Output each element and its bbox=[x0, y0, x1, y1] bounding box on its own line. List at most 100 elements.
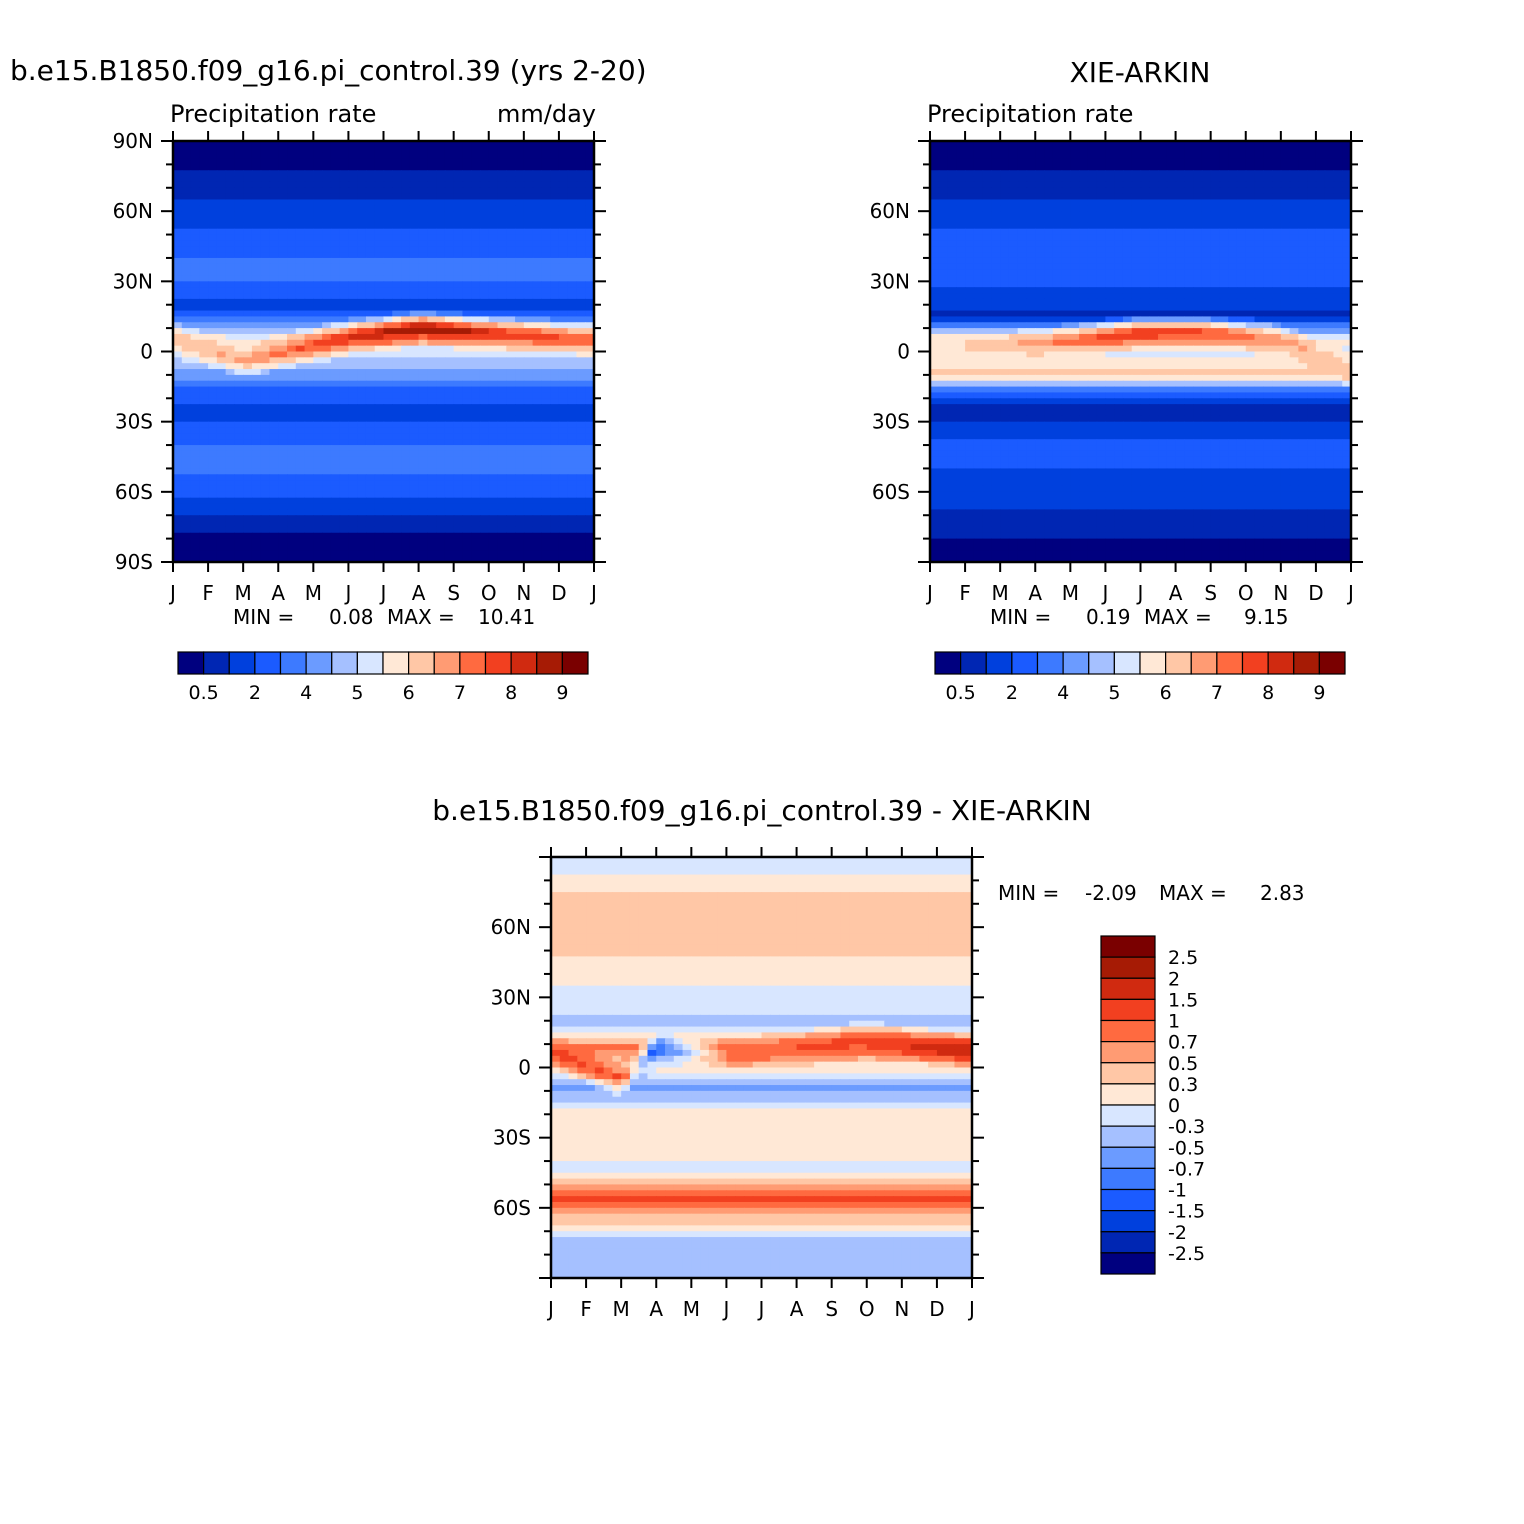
field-cell bbox=[322, 363, 332, 370]
field-cell bbox=[488, 275, 499, 282]
field-cell bbox=[260, 293, 271, 300]
field-cell bbox=[216, 509, 227, 516]
field-cell bbox=[234, 333, 244, 341]
field-cell bbox=[357, 181, 367, 189]
field-cell bbox=[550, 450, 560, 458]
field-cell bbox=[1166, 205, 1177, 212]
field-cell bbox=[322, 544, 332, 551]
field-cell bbox=[339, 176, 350, 183]
field-cell bbox=[479, 176, 490, 183]
field-cell bbox=[1087, 146, 1098, 154]
field-cell bbox=[401, 170, 411, 177]
field-cell bbox=[216, 456, 227, 464]
field-cell bbox=[515, 503, 525, 510]
field-cell bbox=[357, 281, 367, 288]
field-cell bbox=[1122, 193, 1133, 201]
field-cell bbox=[541, 456, 551, 464]
field-cell bbox=[1000, 228, 1010, 236]
field-cell bbox=[471, 363, 481, 370]
field-cell bbox=[567, 293, 578, 300]
field-cell bbox=[947, 287, 957, 294]
field-cell bbox=[515, 398, 525, 405]
field-cell bbox=[930, 211, 940, 218]
field-cell bbox=[436, 480, 446, 487]
field-cell bbox=[506, 474, 516, 481]
field-cell bbox=[365, 211, 376, 218]
field-cell bbox=[339, 521, 350, 528]
field-cell bbox=[488, 357, 499, 364]
field-cell bbox=[1017, 152, 1028, 160]
field-cell bbox=[409, 374, 420, 382]
field-cell bbox=[339, 550, 350, 557]
field-cell bbox=[973, 287, 984, 294]
field-cell bbox=[550, 433, 560, 440]
field-cell bbox=[1114, 187, 1124, 195]
field-cell bbox=[427, 246, 437, 253]
field-cell bbox=[1333, 146, 1343, 154]
field-cell bbox=[287, 234, 297, 242]
field-cell bbox=[956, 193, 966, 201]
field-cell bbox=[1254, 257, 1264, 265]
field-cell bbox=[208, 544, 218, 551]
field-cell bbox=[234, 509, 244, 516]
field-cell bbox=[444, 339, 455, 347]
field-cell bbox=[234, 404, 244, 411]
field-cell bbox=[523, 246, 534, 253]
field-cell bbox=[287, 141, 297, 148]
field-cell bbox=[1280, 193, 1291, 201]
field-cell bbox=[392, 339, 402, 347]
field-cell bbox=[1105, 205, 1115, 212]
field-cell bbox=[947, 246, 957, 253]
field-cell bbox=[260, 345, 271, 353]
field-cell bbox=[409, 217, 420, 224]
field-cell bbox=[576, 462, 586, 470]
field-cell bbox=[216, 556, 227, 562]
field-cell bbox=[269, 269, 279, 277]
field-cell bbox=[1122, 205, 1133, 212]
field-cell bbox=[541, 158, 551, 165]
field-cell bbox=[1201, 234, 1212, 242]
field-cell bbox=[225, 456, 235, 464]
field-cell bbox=[173, 298, 183, 306]
field-cell bbox=[243, 380, 253, 388]
field-cell bbox=[982, 146, 992, 154]
field-cell bbox=[991, 187, 1001, 195]
field-cell bbox=[506, 199, 516, 206]
field-cell bbox=[1044, 310, 1054, 318]
field-cell bbox=[1175, 252, 1185, 259]
field-cell bbox=[956, 158, 966, 165]
field-cell bbox=[269, 392, 279, 399]
field-cell bbox=[278, 257, 288, 265]
field-cell bbox=[1079, 310, 1089, 318]
field-cell bbox=[1140, 281, 1150, 288]
field-cell bbox=[383, 497, 393, 505]
field-cell bbox=[216, 462, 227, 470]
field-cell bbox=[471, 193, 481, 201]
field-cell bbox=[444, 176, 455, 183]
field-cell bbox=[269, 550, 279, 557]
field-cell bbox=[523, 328, 534, 335]
field-cell bbox=[506, 445, 516, 452]
field-cell bbox=[523, 141, 534, 148]
field-cell bbox=[190, 310, 200, 318]
field-cell bbox=[278, 550, 288, 557]
field-cell bbox=[269, 211, 279, 218]
field-cell bbox=[374, 468, 385, 475]
field-cell bbox=[1307, 205, 1317, 212]
field-cell bbox=[444, 404, 455, 411]
field-cell bbox=[322, 228, 332, 236]
field-cell bbox=[1342, 164, 1351, 171]
field-cell bbox=[436, 462, 446, 470]
field-cell bbox=[251, 374, 262, 382]
field-cell bbox=[418, 298, 428, 306]
field-cell bbox=[436, 322, 446, 329]
field-cell bbox=[348, 263, 358, 271]
field-cell bbox=[225, 526, 235, 534]
field-cell bbox=[208, 269, 218, 277]
field-cell bbox=[401, 199, 411, 206]
field-cell bbox=[532, 257, 542, 265]
field-cell bbox=[585, 550, 594, 557]
field-cell bbox=[462, 316, 472, 323]
field-cell bbox=[409, 474, 420, 481]
field-cell bbox=[1061, 293, 1071, 300]
